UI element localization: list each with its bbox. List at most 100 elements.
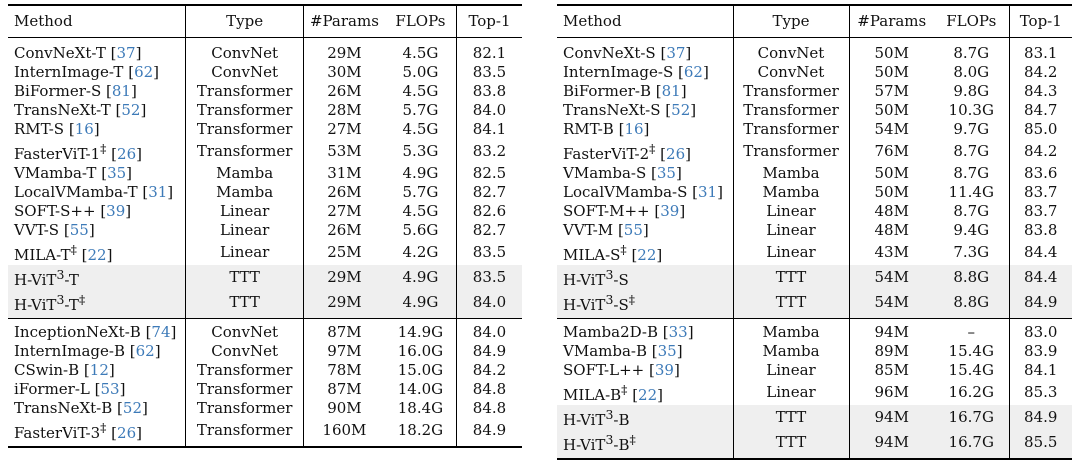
table-row: LocalVMamba-T [31] Mamba 26M 5.7G 82.7	[8, 183, 522, 202]
comparison-table-right: Method Type #Params FLOPs Top-1 ConvNeXt…	[557, 4, 1072, 460]
type-cell: TTT	[732, 290, 849, 319]
citation-ref: 62	[135, 342, 155, 360]
table-row: Mamba2D-B [33] Mamba 94M – 83.0	[557, 318, 1072, 342]
flops-cell: 16.7G	[934, 405, 1009, 430]
dagger-mark: ‡	[78, 292, 86, 307]
citation-ref: 52	[671, 101, 691, 119]
method-cell: VMamba-S [35]	[563, 164, 682, 182]
type-cell: Mamba	[732, 318, 849, 342]
top1-cell: 83.2	[455, 139, 522, 164]
type-cell: ConvNet	[185, 63, 304, 82]
table-row: ConvNeXt-T [37] ConvNet 29M 4.5G 82.1	[8, 37, 522, 63]
table-row: H-ViT3-S‡ TTT 54M 8.8G 84.9	[557, 290, 1072, 319]
flops-cell: 4.5G	[402, 44, 439, 62]
method-name: FasterViT-1	[14, 145, 101, 163]
flops-cell: 8.7G	[953, 202, 990, 220]
type-cell: Transformer	[732, 101, 849, 120]
method-name: FasterViT-3	[14, 424, 101, 442]
citation-ref: 16	[624, 120, 644, 138]
col-header-top1: Top-1	[1008, 4, 1072, 38]
params-cell: 26M	[302, 82, 385, 101]
flops-cell: 16.7G	[934, 430, 1009, 460]
citation-ref: 62	[134, 63, 154, 81]
params-cell: 76M	[848, 139, 934, 164]
params-cell: 54M	[848, 120, 934, 139]
table-row: ConvNeXt-S [37] ConvNet 50M 8.7G 83.1	[557, 37, 1072, 63]
table-row: VMamba-T [35] Mamba 31M 4.9G 82.5	[8, 164, 522, 183]
citation-ref: 22	[87, 246, 107, 264]
table-row: SOFT-S++ [39] Linear 27M 4.5G 82.6	[8, 202, 522, 221]
citation-ref: 33	[668, 323, 688, 341]
method-superscript: 3	[605, 292, 614, 307]
method-cell: iFormer-L [53]	[14, 380, 126, 398]
method-cell: MILA-T‡ [22]	[14, 242, 113, 264]
method-cell: BiFormer-B [81]	[563, 82, 687, 100]
table-group-2: InceptionNeXt-B [74] ConvNet 87M 14.9G 84.0 I…	[8, 318, 522, 448]
top1-cell: 84.9	[1008, 290, 1072, 319]
method-cell: TransNeXt-S [52]	[563, 101, 697, 119]
flops-cell: 14.0G	[397, 380, 444, 398]
flops-cell: 5.7G	[402, 101, 439, 119]
type-cell: Linear	[732, 240, 849, 265]
type-cell: ConvNet	[732, 63, 849, 82]
dagger-mark: ‡	[629, 432, 636, 447]
citation-ref: 31	[698, 183, 718, 201]
flops-cell: 11.4G	[948, 183, 994, 201]
dagger-mark: ‡	[649, 141, 656, 156]
method-cell: VVT-M [55]	[563, 221, 649, 239]
comparison-table-left: Method Type #Params FLOPs Top-1 ConvNeXt…	[8, 4, 522, 448]
params-cell: 53M	[302, 139, 385, 164]
method-cell: TransNeXt-B [52]	[14, 399, 148, 417]
table-row: TransNeXt-T [52] Transformer 28M 5.7G 84.0	[8, 101, 522, 120]
type-cell: Linear	[732, 221, 849, 240]
method-superscript: 3	[56, 292, 65, 307]
method-cell: H-ViT3-S‡	[557, 290, 733, 319]
method-name: MILA-T	[14, 246, 71, 264]
method-name: CSwin-B	[14, 361, 80, 379]
method-name: H-ViT	[563, 296, 606, 314]
table-row: VVT-S [55] Linear 26M 5.6G 82.7	[8, 221, 522, 240]
top1-cell: 83.8	[455, 82, 522, 101]
flops-cell: 8.7G	[953, 44, 990, 62]
method-name: InternImage-T	[14, 63, 124, 81]
params-cell: 29M	[302, 290, 385, 319]
citation-ref: 39	[660, 202, 680, 220]
flops-cell: 4.9G	[402, 164, 439, 182]
top1-cell: 84.8	[455, 380, 522, 399]
flops-cell: 8.8G	[934, 290, 1009, 319]
col-header-flops: FLOPs	[384, 4, 457, 38]
type-cell: Transformer	[185, 101, 304, 120]
type-cell: Mamba	[732, 183, 849, 202]
table-row: BiFormer-S [81] Transformer 26M 4.5G 83.8	[8, 82, 522, 101]
flops-cell: 18.4G	[397, 399, 444, 417]
method-superscript: 3	[56, 267, 65, 282]
col-header-type: Type	[732, 4, 849, 38]
flops-cell: 4.5G	[402, 82, 439, 100]
table-row: FasterViT-2‡ [26] Transformer 76M 8.7G 84.2	[557, 139, 1072, 164]
flops-cell: 10.3G	[948, 101, 994, 119]
table-row: InternImage-B [62] ConvNet 97M 16.0G 84.9	[8, 342, 522, 361]
table-row: TransNeXt-B [52] Transformer 90M 18.4G 84.8	[8, 399, 522, 418]
method-name: Mamba2D-B	[563, 323, 659, 341]
top1-cell: 84.7	[1008, 101, 1072, 120]
flops-cell: 16.2G	[948, 383, 994, 401]
citation-ref: 81	[661, 82, 681, 100]
table-row: iFormer-L [53] Transformer 87M 14.0G 84.8	[8, 380, 522, 399]
type-cell: Linear	[185, 221, 304, 240]
top1-cell: 82.5	[455, 164, 522, 183]
method-superscript: 3	[605, 407, 614, 422]
params-cell: 160M	[302, 418, 385, 448]
method-cell: H-ViT3-T	[8, 265, 186, 290]
citation-ref: 31	[148, 183, 168, 201]
type-cell: TTT	[732, 265, 849, 290]
method-name: TransNeXt-T	[14, 101, 111, 119]
dagger-mark: ‡	[70, 242, 77, 257]
type-cell: ConvNet	[185, 318, 304, 342]
table-row: RMT-S [16] Transformer 27M 4.5G 84.1	[8, 120, 522, 139]
dagger-mark: ‡	[100, 141, 107, 156]
params-cell: 54M	[848, 290, 934, 319]
method-name: ConvNeXt-T	[14, 44, 106, 62]
top1-cell: 84.9	[1008, 405, 1072, 430]
method-name: TransNeXt-S	[563, 101, 661, 119]
method-name: TransNeXt-B	[14, 399, 113, 417]
